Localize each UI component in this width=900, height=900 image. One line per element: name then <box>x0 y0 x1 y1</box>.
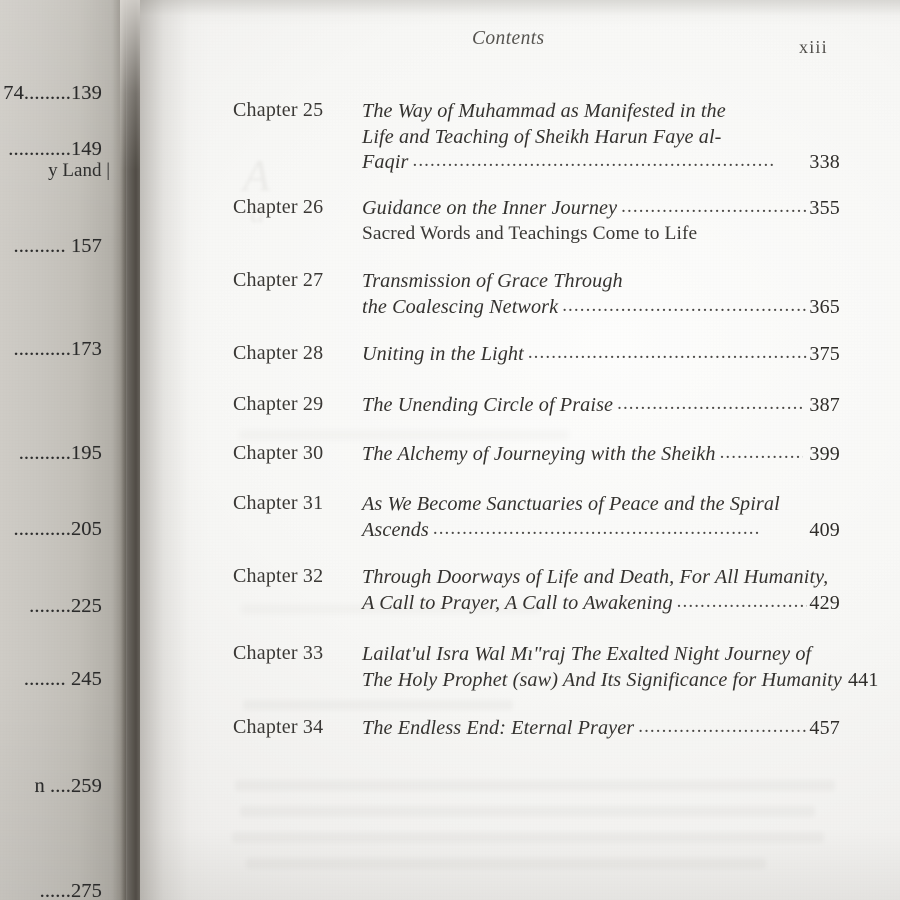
chapter-page-number: 355 <box>809 197 840 219</box>
dot-leader: ........................................… <box>412 151 776 170</box>
chapter-title-line: Lailat'ul Isra Wal Mı"raj The Exalted Ni… <box>362 643 812 665</box>
chapter-page-number: 457 <box>809 717 840 739</box>
chapter-title-line: A Call to Prayer, A Call to Awakening <box>362 591 673 614</box>
chapter-label: Chapter 26 <box>233 196 324 218</box>
verso-fragment: ......275 <box>39 880 102 900</box>
toc-entry-row: Ascends.................................… <box>362 519 840 545</box>
chapter-title-line: Faqir <box>362 151 409 173</box>
toc-entry-row: Guidance on the Inner Journey...........… <box>362 197 840 223</box>
verso-fragment: y Land | <box>48 160 110 181</box>
chapter-title-line: The Endless End: Eternal Prayer <box>362 717 635 739</box>
chapter-label: Chapter 25 <box>233 99 324 121</box>
dot-leader: ........................................… <box>432 518 761 538</box>
chapter-page-number: 338 <box>809 151 840 173</box>
chapter-title-line: Uniting in the Light <box>362 343 524 365</box>
chapter-subtitle-line: Sacred Words and Teachings Come to Life <box>362 222 698 244</box>
verso-fragment: .......... 157 <box>13 235 102 257</box>
chapter-title-line: As We Become Sanctuaries of Peace and th… <box>362 493 780 515</box>
recto-bottom-shading <box>140 830 900 900</box>
chapter-label: Chapter 30 <box>233 442 324 464</box>
toc-entry-row: Faqir...................................… <box>362 151 840 177</box>
verso-toc-fragments: 74.........139 ............149 y Land |...… <box>0 0 126 900</box>
chapter-title-line: Guidance on the Inner Journey <box>362 197 618 219</box>
chapter-label: Chapter 32 <box>233 565 324 587</box>
chapter-page-number: 399 <box>809 443 840 465</box>
chapter-label: Chapter 34 <box>233 716 324 738</box>
chapter-page-number: 375 <box>809 343 840 365</box>
verso-fragment: ...........205 <box>13 518 102 540</box>
dot-leader: .................. <box>719 443 804 462</box>
dot-leader: .................................... <box>676 591 808 611</box>
toc-entry-row: The Endless End: Eternal Prayer.........… <box>362 717 840 743</box>
chapter-page-number: 409 <box>809 518 840 541</box>
chapter-title-line: Life and Teaching of Sheikh Harun Faye a… <box>362 125 722 148</box>
toc-entry-row: A Call to Prayer, A Call to Awakening...… <box>362 592 840 618</box>
toc-entry-row: The Holy Prophet (saw) And Its Significa… <box>362 668 878 695</box>
chapter-label: Chapter 27 <box>233 269 324 291</box>
verso-fragment: n ....259 <box>34 775 102 797</box>
dot-leader: ........................................… <box>562 295 808 315</box>
chapter-page-number: 387 <box>809 394 840 416</box>
dot-leader: .................................. <box>617 394 804 413</box>
page-number: xiii <box>799 37 828 57</box>
chapter-title-line: The Unending Circle of Praise <box>362 394 614 416</box>
chapter-page-number: 441 <box>847 668 879 691</box>
chapter-label: Chapter 29 <box>233 393 324 415</box>
toc-entry-row: the Coalescing Network..................… <box>362 296 840 322</box>
verso-fragment: ...........173 <box>13 338 102 360</box>
chapter-label: Chapter 33 <box>233 642 324 664</box>
verso-fragment: ............149 <box>8 138 102 160</box>
dot-leader: .................................. <box>638 717 808 736</box>
verso-fragment: ........ 245 <box>23 668 102 690</box>
chapter-label: Chapter 31 <box>233 492 324 514</box>
chapter-title-line: the Coalescing Network <box>362 295 559 318</box>
toc-entry-row: Uniting in the Light....................… <box>362 343 840 369</box>
chapter-title-line: Ascends <box>362 518 429 541</box>
verso-fragment: 74.........139 <box>3 82 102 104</box>
dot-leader: ........................................… <box>527 343 808 362</box>
chapter-label: Chapter 28 <box>233 342 324 364</box>
chapter-title-line: Transmission of Grace Through <box>362 270 623 292</box>
chapter-page-number: 429 <box>809 591 840 614</box>
chapter-title-line: Through Doorways of Life and Death, For … <box>362 566 829 588</box>
toc-entry-row: The Unending Circle of Praise...........… <box>362 394 840 420</box>
chapter-title-line: The Alchemy of Journeying with the Sheik… <box>362 443 716 465</box>
chapter-title-line: The Holy Prophet (saw) And Its Significa… <box>362 668 842 691</box>
recto-gutter-shading <box>140 0 210 900</box>
running-head: Contents <box>472 28 545 49</box>
verso-fragment: ........225 <box>29 595 102 617</box>
verso-fragment: ..........195 <box>18 442 102 464</box>
chapter-page-number: 365 <box>809 295 840 318</box>
recto-top-shading <box>140 0 900 26</box>
chapter-title-line: The Way of Muhammad as Manifested in the <box>362 100 726 122</box>
toc-entry-row: The Alchemy of Journeying with the Sheik… <box>362 443 840 469</box>
dot-leader: .................................. <box>621 197 808 216</box>
